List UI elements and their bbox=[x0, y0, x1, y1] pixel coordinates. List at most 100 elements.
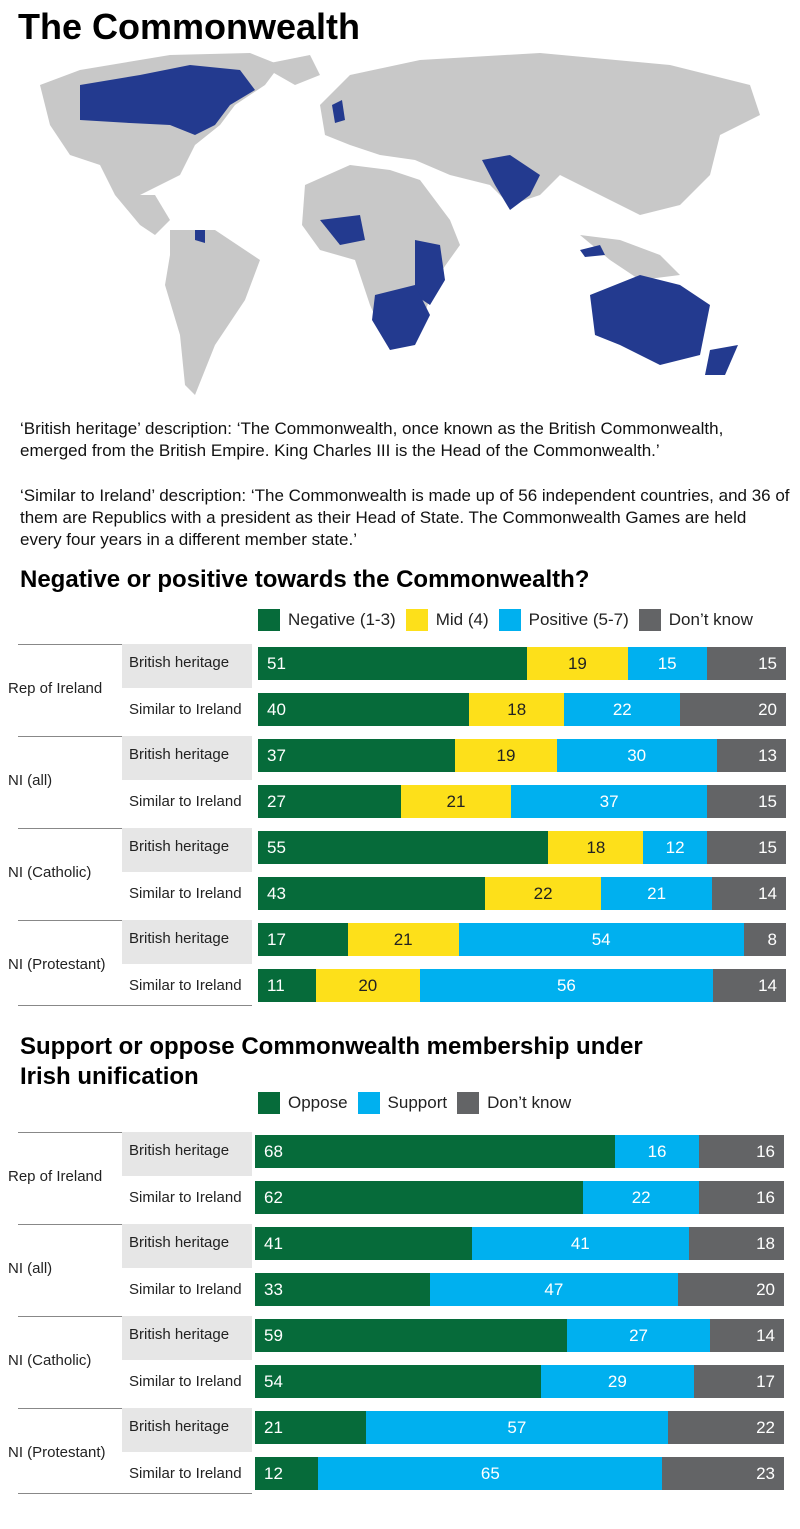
bar-segment: 22 bbox=[667, 1411, 784, 1444]
bar-segment: 8 bbox=[743, 923, 786, 956]
bar-segment: 59 bbox=[255, 1319, 568, 1352]
bar-segment: 16 bbox=[699, 1181, 784, 1214]
page-title: The Commonwealth bbox=[18, 6, 361, 47]
bar-segment: 15 bbox=[627, 647, 707, 680]
bar-segment: 68 bbox=[255, 1135, 615, 1168]
bar-segment: 16 bbox=[614, 1135, 700, 1168]
bar-segment: 20 bbox=[678, 1273, 784, 1306]
bar-segment: 19 bbox=[527, 647, 628, 680]
bar-segment: 41 bbox=[255, 1227, 472, 1260]
legend-item: Don’t know bbox=[457, 1092, 571, 1114]
bar-segment: 43 bbox=[258, 877, 486, 910]
legend-label: Don’t know bbox=[668, 610, 753, 629]
legend-swatch bbox=[258, 609, 280, 631]
bar-segment: 18 bbox=[469, 693, 565, 726]
chart1-legend: Negative (1-3) Mid (4) Positive (5-7) Don’t… bbox=[258, 609, 763, 631]
world-map bbox=[40, 53, 760, 395]
row-label: Similar to Ireland bbox=[129, 701, 242, 718]
row-label: British heritage bbox=[122, 1316, 252, 1360]
bar-segment: 11 bbox=[258, 969, 316, 1002]
bar-segment: 57 bbox=[366, 1411, 668, 1444]
bar-segment: 18 bbox=[548, 831, 644, 864]
bar-segment: 54 bbox=[458, 923, 744, 956]
bar-segment: 20 bbox=[680, 693, 786, 726]
legend-label: Positive (5-7) bbox=[528, 610, 629, 629]
group-label: NI (Catholic) bbox=[8, 1352, 92, 1369]
legend-swatch bbox=[258, 1092, 280, 1114]
group-separator bbox=[18, 1005, 252, 1006]
chart1-title: Negative or positive towards the Commonw… bbox=[20, 566, 590, 593]
legend-label: Support bbox=[387, 1093, 448, 1112]
bar-segment: 15 bbox=[706, 831, 786, 864]
bar-segment: 14 bbox=[712, 877, 786, 910]
chart2-title: Support or oppose Commonwealth membershi… bbox=[20, 1033, 643, 1090]
bar-segment: 54 bbox=[255, 1365, 541, 1398]
bar-segment: 65 bbox=[318, 1457, 663, 1490]
bar-segment: 22 bbox=[582, 1181, 700, 1214]
bar-segment: 37 bbox=[258, 739, 456, 772]
bar-segment: 14 bbox=[709, 1319, 784, 1352]
legend-swatch bbox=[638, 609, 661, 631]
legend-label: Don’t know bbox=[487, 1093, 572, 1112]
bar-segment: 51 bbox=[258, 647, 528, 680]
row-label: Similar to Ireland bbox=[129, 1373, 242, 1390]
bar-segment: 12 bbox=[643, 831, 707, 864]
bar-segment: 62 bbox=[255, 1181, 583, 1214]
group-label: NI (Protestant) bbox=[8, 1444, 106, 1461]
bar-segment: 19 bbox=[455, 739, 557, 772]
legend-label: Oppose bbox=[288, 1093, 348, 1112]
bar-segment: 40 bbox=[258, 693, 470, 726]
legend-item: Support bbox=[357, 1092, 448, 1114]
row-label: Similar to Ireland bbox=[129, 977, 242, 994]
bar-segment: 21 bbox=[347, 923, 459, 956]
bar-segment: 27 bbox=[567, 1319, 710, 1352]
bar-segment: 21 bbox=[601, 877, 713, 910]
legend-swatch bbox=[405, 609, 428, 631]
legend-item: Mid (4) bbox=[405, 609, 489, 631]
bar-segment: 37 bbox=[511, 785, 707, 818]
group-label: NI (all) bbox=[8, 772, 53, 789]
bar-segment: 55 bbox=[258, 831, 549, 864]
row-label: British heritage bbox=[122, 736, 252, 780]
group-label: NI (all) bbox=[8, 1260, 53, 1277]
bar-segment: 14 bbox=[712, 969, 786, 1002]
similar-to-ireland-description: ‘Similar to Ireland’ description: ‘The C… bbox=[20, 486, 790, 549]
bar-segment: 33 bbox=[255, 1273, 430, 1306]
row-label: Similar to Ireland bbox=[129, 793, 242, 810]
row-label: British heritage bbox=[122, 920, 252, 964]
legend-item: Oppose bbox=[258, 1092, 348, 1114]
british-heritage-description: ‘British heritage’ description: ‘The Com… bbox=[20, 419, 724, 460]
legend-item: Positive (5-7) bbox=[498, 609, 629, 631]
legend-swatch bbox=[357, 1092, 380, 1114]
row-label: Similar to Ireland bbox=[129, 885, 242, 902]
bar-segment: 21 bbox=[400, 785, 512, 818]
bar-segment: 13 bbox=[716, 739, 786, 772]
row-label: Similar to Ireland bbox=[129, 1465, 242, 1482]
row-label: British heritage bbox=[122, 644, 252, 688]
bar-segment: 15 bbox=[706, 647, 786, 680]
bar-segment: 27 bbox=[258, 785, 401, 818]
group-label: Rep of Ireland bbox=[8, 1168, 103, 1185]
group-label: NI (Protestant) bbox=[8, 956, 106, 973]
bar-segment: 22 bbox=[485, 877, 602, 910]
row-label: British heritage bbox=[122, 1224, 252, 1268]
bar-segment: 22 bbox=[564, 693, 681, 726]
legend-label: Mid (4) bbox=[435, 610, 489, 629]
bar-segment: 12 bbox=[255, 1457, 319, 1490]
bar-segment: 29 bbox=[540, 1365, 695, 1398]
bar-segment: 23 bbox=[662, 1457, 784, 1490]
group-separator bbox=[18, 1493, 252, 1494]
bar-segment: 21 bbox=[255, 1411, 367, 1444]
legend-swatch bbox=[498, 609, 521, 631]
bar-segment: 47 bbox=[429, 1273, 679, 1306]
group-label: Rep of Ireland bbox=[8, 680, 103, 697]
row-label: British heritage bbox=[122, 1408, 252, 1452]
row-label: Similar to Ireland bbox=[129, 1281, 242, 1298]
row-label: British heritage bbox=[122, 1132, 252, 1176]
bar-segment: 16 bbox=[699, 1135, 784, 1168]
row-label: British heritage bbox=[122, 828, 252, 872]
bar-segment: 17 bbox=[694, 1365, 784, 1398]
bar-segment: 30 bbox=[556, 739, 717, 772]
legend-item: Negative (1-3) bbox=[258, 609, 396, 631]
